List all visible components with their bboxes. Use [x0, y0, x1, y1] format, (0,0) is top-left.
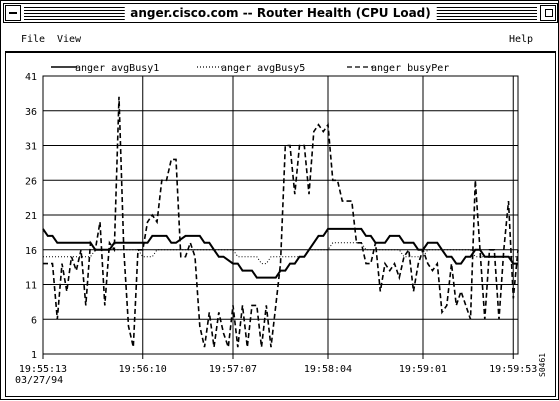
- legend-label-3: anger busyPer: [371, 63, 449, 74]
- menu-help[interactable]: Help: [509, 34, 534, 45]
- window-menu-icon[interactable]: [5, 5, 21, 21]
- title-bar[interactable]: anger.cisco.com -- Router Health (CPU Lo…: [3, 3, 558, 23]
- y-tick-label: 11: [25, 281, 37, 292]
- menu-bar: File View Help: [5, 25, 556, 52]
- window-title: anger.cisco.com -- Router Health (CPU Lo…: [124, 6, 437, 21]
- series-line-1: [42, 227, 518, 279]
- y-tick-label: 41: [25, 72, 37, 83]
- x-tick-label: 19:59:01: [399, 364, 447, 375]
- legend-label-1: anger avgBusy1: [75, 63, 159, 74]
- y-tick-label: 26: [25, 176, 37, 187]
- x-tick-label: 19:58:04: [304, 364, 352, 375]
- series-line-2: [43, 242, 518, 265]
- chart-date: 03/27/94: [15, 375, 64, 386]
- y-tick-label: 36: [25, 107, 37, 118]
- menu-file[interactable]: File: [21, 34, 46, 45]
- y-tick-label: 6: [31, 315, 37, 326]
- y-tick-label: 16: [25, 246, 37, 257]
- y-tick-label: 1: [31, 350, 37, 361]
- y-tick-label: 21: [25, 211, 37, 222]
- series-line-3: [43, 96, 519, 348]
- x-tick-label: 19:59:53: [489, 364, 537, 375]
- legend-label-2: anger avgBusy5: [221, 63, 305, 74]
- y-tick-label: 31: [25, 142, 37, 153]
- plot-panel: [5, 52, 556, 397]
- x-tick-label: 19:56:10: [119, 364, 167, 375]
- menu-view[interactable]: View: [57, 34, 82, 45]
- x-tick-label: 19:57:07: [209, 364, 257, 375]
- figure-id: S0461: [538, 352, 547, 377]
- x-tick-label: 19:55:13: [19, 364, 67, 375]
- maximize-icon[interactable]: [540, 5, 556, 21]
